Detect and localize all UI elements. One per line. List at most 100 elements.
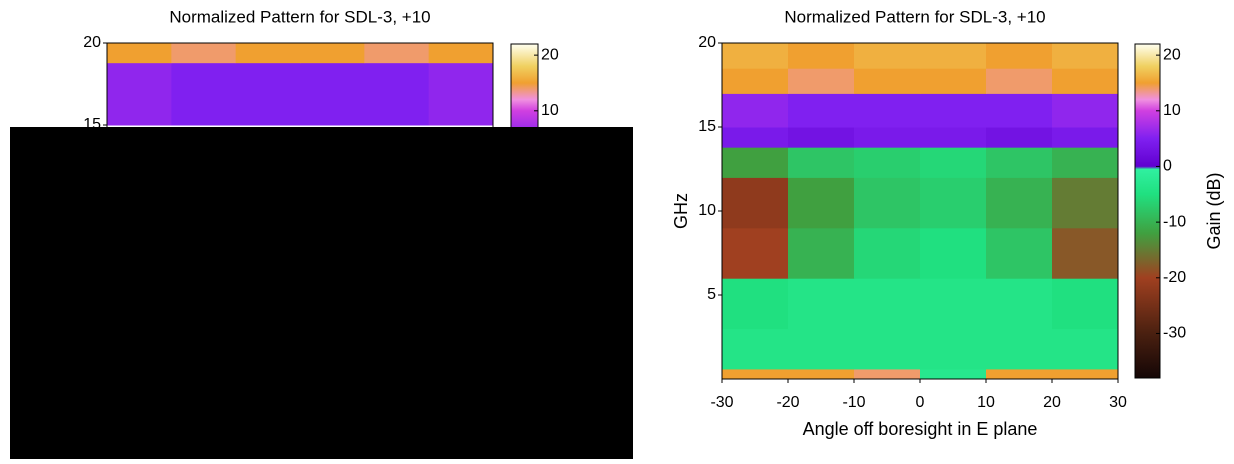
heatmap-cell [986,93,1053,128]
x-tick-label: -10 [842,394,865,411]
colorbar-tick-label: 10 [1163,102,1181,119]
heatmap-cell [854,278,921,330]
heatmap-cell [986,127,1053,148]
heatmap-cell [920,93,987,128]
heatmap-cell [986,147,1053,178]
y-tick-label: 15 [698,118,716,135]
colorbar [1134,43,1161,379]
heatmap-cell [854,177,921,229]
heatmap-cell [1052,127,1119,148]
heatmap-cell [788,93,855,128]
y-tick-label: 20 [698,34,716,51]
heatmap-cell [986,68,1053,94]
heatmap-cell [986,328,1053,370]
heatmap-cell [986,177,1053,229]
heatmap-cell [986,368,1053,380]
y-tick-label: 10 [698,202,716,219]
y-axis-label: GHz [671,193,691,229]
heatmap-cell [854,368,921,380]
colorbar-tick-label: 0 [1163,158,1172,175]
x-tick-label: -30 [710,394,733,411]
heatmap-cell [1052,328,1119,370]
heatmap-cell [854,127,921,148]
y-tick-label: 5 [707,286,716,303]
heatmap-cell [986,43,1053,69]
heatmap-cell [788,227,855,279]
heatmap-cell [854,93,921,128]
heatmap-cell [920,68,987,94]
heatmap-cell [788,43,855,69]
heatmap-cell [920,368,987,380]
heatmap-cell [1052,177,1119,229]
heatmap-cell [171,62,237,126]
heatmap-cell [235,43,301,64]
colorbar-tick-label: -10 [1163,213,1186,230]
y-tick-label: 20 [83,34,101,51]
heatmap-cell [722,43,789,69]
chart-title: Normalized Pattern for SDL-3, +10 [784,7,1045,26]
colorbar-tick-label: 10 [541,102,559,119]
heatmap-cell [428,62,494,126]
heatmap-cell [1052,278,1119,330]
heatmap-cell [788,147,855,178]
heatmap-cell [788,127,855,148]
heatmap-cell [788,68,855,94]
heatmap-cell [722,368,789,380]
heatmap-cell [235,62,301,126]
heatmap-cell [107,43,172,64]
heatmap-cell [920,147,987,178]
heatmap-cell [920,43,987,69]
heatmap-cell [986,227,1053,279]
heatmap-cell [920,177,987,229]
heatmap-cell [364,62,430,126]
heatmap-cell [854,147,921,178]
heatmap-cell [788,177,855,229]
chart-title: Normalized Pattern for SDL-3, +10 [169,7,430,26]
heatmap-cell [854,227,921,279]
x-tick-label: 10 [977,394,995,411]
heatmap-cell [788,328,855,370]
heatmap-cell [722,278,789,330]
heatmap-cell [1052,43,1119,69]
heatmap-cell [854,68,921,94]
x-tick-label: 0 [916,394,925,411]
heatmap-cell [364,43,430,64]
heatmap-cell [722,93,789,128]
heatmap-cell [920,278,987,330]
heatmap-cell [986,278,1053,330]
x-axis-label: Angle off boresight in E plane [803,419,1038,439]
heatmap-cell [722,68,789,94]
heatmap-cell [722,328,789,370]
heatmap-cell [300,62,365,126]
heatmap-cell [1052,227,1119,279]
heatmap-cell [171,43,237,64]
heatmap-cell [722,227,789,279]
x-tick-label: -20 [776,394,799,411]
heatmap-cell [920,127,987,148]
colorbar-tick-label: 20 [541,46,559,63]
colorbar-label: Gain (dB) [1204,172,1224,249]
heatmap-cell [920,227,987,279]
heatmap-cell [788,278,855,330]
heatmap-cell [1052,368,1119,380]
heatmap-cell [722,127,789,148]
heatmap-cell [1052,93,1119,128]
x-tick-label: 30 [1109,394,1127,411]
heatmap-cell [788,368,855,380]
heatmap-cell [722,147,789,178]
heatmap-cell [854,328,921,370]
heatmap-cell [920,328,987,370]
heatmap-cell [107,62,172,126]
x-tick-label: 20 [1043,394,1061,411]
colorbar-tick-label: 20 [1163,46,1181,63]
heatmap-cell [1052,68,1119,94]
colorbar-tick-label: -30 [1163,325,1186,342]
heatmap-cell [1052,147,1119,178]
heatmap-cell [428,43,494,64]
heatmap-cell [854,43,921,69]
heatmap-cell [722,177,789,229]
occluder [10,127,633,459]
heatmap-cell [300,43,365,64]
colorbar-tick-label: -20 [1163,269,1186,286]
